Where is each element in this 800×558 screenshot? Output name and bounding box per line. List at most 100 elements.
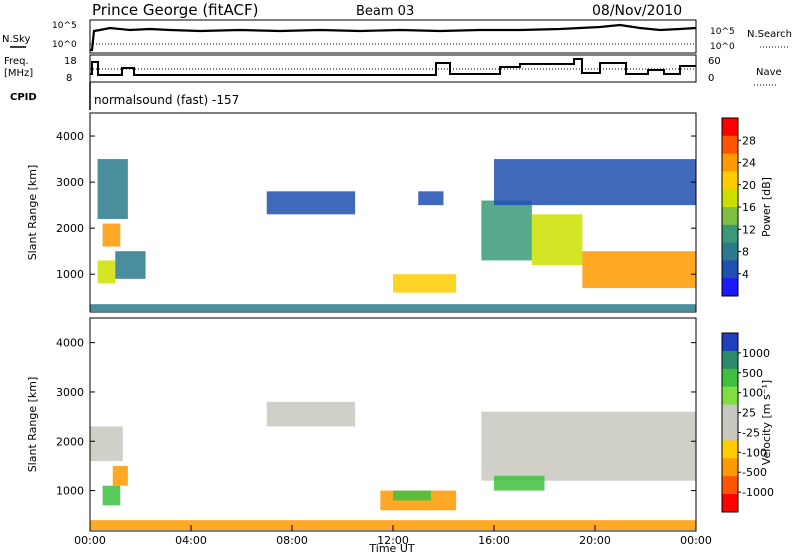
velocity-region-3 xyxy=(266,401,356,427)
power-ytick-label-2000: 2000 xyxy=(56,222,84,235)
power-panel: 1000 2000 3000 4000 Slant Range [km] 28 24 20… xyxy=(26,112,773,313)
power-colorbar-seg-2 xyxy=(722,153,738,172)
power-ytick-label-1000: 1000 xyxy=(56,268,84,281)
velocity-y-axis-label: Slant Range [km] xyxy=(26,377,39,473)
time-axis-ticks: 00:00 04:00 08:00 12:00 16:00 20:00 00:00 xyxy=(74,525,712,547)
velocity-ytick-label-1000: 1000 xyxy=(56,485,84,498)
power-region-2 xyxy=(115,251,146,279)
freq-panel: Freq. [MHz] 18 8 Nave 60 0 xyxy=(4,54,782,86)
freq-left-label-2: [MHz] xyxy=(4,68,33,79)
velocity-colorbar-label: Velocity [m s⁻¹] xyxy=(760,380,773,465)
power-data-regions xyxy=(90,159,696,312)
freq-left-tick-top: 18 xyxy=(64,56,77,67)
sky-count-line xyxy=(90,23,697,52)
velocity-colorbar-seg-2 xyxy=(722,368,738,388)
time-tick-label-3: 12:00 xyxy=(377,534,409,547)
time-tick-label-5: 20:00 xyxy=(579,534,611,547)
velocity-cbar-tick-2: 100 xyxy=(742,387,763,400)
sky-panel-frame xyxy=(89,19,697,54)
power-cbar-tick-3: 16 xyxy=(742,201,756,214)
velocity-ytick-label-2000: 2000 xyxy=(56,435,84,448)
power-region-5 xyxy=(393,274,457,293)
power-region-9 xyxy=(582,251,696,289)
time-tick-label-4: 16:00 xyxy=(478,534,510,547)
power-colorbar-seg-8 xyxy=(722,260,738,279)
power-colorbar-seg-1 xyxy=(722,135,738,155)
time-tick-label-0: 00:00 xyxy=(74,534,106,547)
velocity-region-7 xyxy=(494,475,545,491)
velocity-colorbar-seg-5 xyxy=(722,422,738,441)
freq-right-label: Nave xyxy=(756,67,782,78)
beam-label: Beam 03 xyxy=(356,4,414,19)
station-title: Prince George (fitACF) xyxy=(92,1,258,19)
sky-right-tick-bottom: 10^0 xyxy=(710,42,735,52)
freq-right-tick-bottom: 0 xyxy=(708,73,714,84)
velocity-colorbar-frame xyxy=(721,332,739,513)
power-cbar-tick-6: 4 xyxy=(742,268,749,281)
velocity-cbar-tick-5: -100 xyxy=(742,446,767,459)
power-y-ticks: 1000 2000 3000 4000 xyxy=(56,130,696,281)
power-cbar-tick-5: 8 xyxy=(742,246,749,259)
velocity-ytick-label-3000: 3000 xyxy=(56,386,84,399)
power-region-10 xyxy=(494,159,696,206)
power-cbar-tick-0: 28 xyxy=(742,134,756,147)
velocity-colorbar-seg-3 xyxy=(722,386,738,406)
date-label: 08/Nov/2010 xyxy=(592,3,682,19)
velocity-y-ticks: 1000 2000 3000 4000 xyxy=(56,337,696,498)
velocity-region-1 xyxy=(102,485,121,506)
velocity-colorbar-seg-9 xyxy=(722,494,738,513)
power-region-11 xyxy=(90,304,696,312)
velocity-region-0 xyxy=(90,426,123,461)
velocity-colorbar-seg-8 xyxy=(722,476,738,495)
sky-panel: N.Sky 10^5 10^0 N.Search 10^5 10^0 xyxy=(2,19,792,54)
power-region-6 xyxy=(418,191,444,206)
power-y-axis-label: Slant Range [km] xyxy=(26,165,39,261)
sky-right-label: N.Search xyxy=(747,29,792,40)
velocity-ytick-label-4000: 4000 xyxy=(56,337,84,350)
velocity-cbar-tick-1: 500 xyxy=(742,367,763,380)
time-tick-label-6: 00:00 xyxy=(680,534,712,547)
velocity-region-5 xyxy=(393,490,431,501)
sky-right-tick-top: 10^5 xyxy=(710,27,735,37)
velocity-colorbar: 1000 500 100 25 -25 -100 -500 -1000 xyxy=(721,332,774,513)
cpid-row: CPID normalsound (fast) -157 xyxy=(10,82,239,110)
power-cbar-tick-2: 20 xyxy=(742,179,756,192)
velocity-colorbar-seg-4 xyxy=(722,404,738,423)
cpid-text: normalsound (fast) -157 xyxy=(94,93,239,107)
freq-left-label-1: Freq. xyxy=(4,56,29,67)
velocity-cbar-tick-3: 25 xyxy=(742,407,756,420)
velocity-colorbar-seg-6 xyxy=(722,440,738,459)
velocity-cbar-tick-0: 1000 xyxy=(742,347,770,360)
time-tick-label-2: 08:00 xyxy=(276,534,308,547)
power-colorbar-seg-0 xyxy=(722,118,738,137)
velocity-cbar-tick-4: -25 xyxy=(742,426,760,439)
power-frame xyxy=(89,112,697,313)
power-region-7 xyxy=(481,200,532,261)
sky-left-tick-top: 10^5 xyxy=(52,21,77,31)
power-ytick-label-4000: 4000 xyxy=(56,130,84,143)
power-region-3 xyxy=(97,159,128,219)
velocity-region-2 xyxy=(112,465,128,486)
power-colorbar-seg-9 xyxy=(722,278,738,297)
power-colorbar-seg-5 xyxy=(722,207,738,226)
velocity-cbar-tick-6: -500 xyxy=(742,466,767,479)
power-region-8 xyxy=(531,214,583,266)
sky-left-tick-bottom: 10^0 xyxy=(52,40,77,50)
power-colorbar-seg-7 xyxy=(722,242,738,261)
time-axis-label: Time UT xyxy=(368,542,414,554)
power-cbar-tick-4: 12 xyxy=(742,223,756,236)
power-region-0 xyxy=(102,223,121,247)
power-region-1 xyxy=(97,260,116,284)
power-ytick-label-3000: 3000 xyxy=(56,176,84,189)
velocity-cbar-tick-7: -1000 xyxy=(742,486,774,499)
power-region-4 xyxy=(266,191,356,215)
freq-line xyxy=(90,58,696,76)
power-cbar-tick-1: 24 xyxy=(742,157,756,170)
power-colorbar: 28 24 20 16 12 8 4 xyxy=(721,117,756,297)
velocity-colorbar-seg-7 xyxy=(722,458,738,477)
power-colorbar-seg-6 xyxy=(722,224,738,244)
velocity-region-6 xyxy=(481,411,696,481)
sky-left-label: N.Sky xyxy=(2,34,30,45)
